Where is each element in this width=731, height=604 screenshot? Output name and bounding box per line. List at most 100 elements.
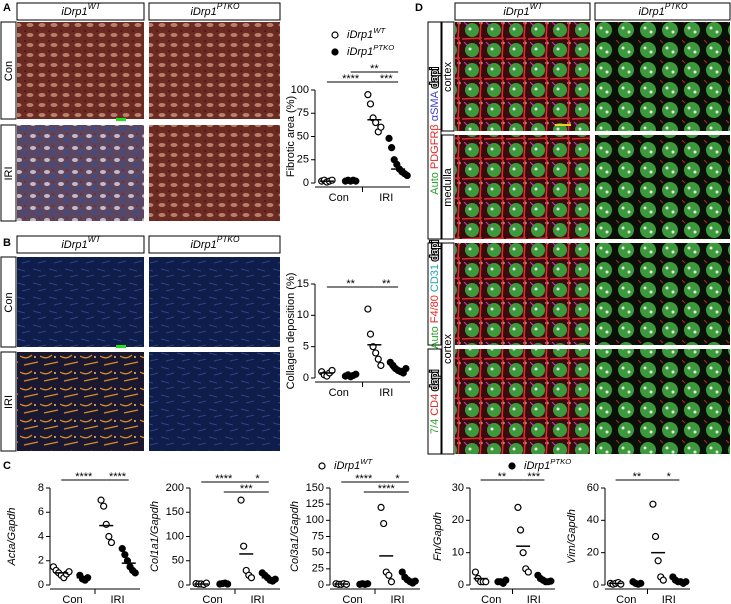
legend-label: iDrp1WT (334, 457, 374, 472)
data-point (97, 496, 105, 504)
column-header-sup: WT (530, 1, 544, 11)
y-tick-label: 4 (38, 530, 44, 542)
data-point (651, 532, 660, 541)
data-point (237, 496, 245, 504)
row-label-box (0, 256, 17, 348)
significance-label: ** (633, 471, 642, 483)
y-tick-label: 50 (312, 547, 324, 559)
micrograph (455, 135, 590, 239)
column-header-sup: PTKO (665, 1, 688, 11)
x-tick-label: IRI (662, 594, 676, 604)
column-header-base: iDrp1 (61, 239, 87, 251)
region-label-box (441, 242, 455, 455)
micrograph (149, 257, 280, 347)
significance-label: ** (370, 63, 379, 75)
significance-label: * (395, 473, 400, 485)
x-tick-label: Con (329, 387, 349, 399)
data-point (247, 574, 256, 582)
data-point (372, 349, 380, 357)
micrograph (455, 22, 590, 131)
region-label-box (441, 21, 455, 132)
y-tick-label: 5 (303, 341, 309, 353)
x-tick-label: IRI (379, 387, 393, 399)
data-point (516, 526, 525, 534)
panel-label: A (3, 2, 11, 14)
column-header-sup: WT (88, 234, 102, 244)
data-point (366, 100, 375, 108)
data-point (385, 571, 393, 579)
y-axis-label: Col1a1/Gapdh (149, 501, 161, 572)
micrograph (17, 257, 144, 347)
x-tick-label: IRI (379, 192, 393, 204)
y-tick-label: 75 (312, 530, 324, 542)
row-label: Con (3, 292, 15, 312)
y-tick-label: 25 (312, 563, 324, 575)
y-tick-label: 100 (166, 530, 184, 542)
column-header-box (16, 2, 145, 21)
data-point (524, 568, 532, 576)
stain-name: CD4 (429, 394, 441, 416)
data-point (514, 503, 522, 511)
scale-bar (116, 118, 126, 121)
stain-name: dapi (429, 240, 441, 261)
stain-name: Auto (429, 172, 441, 195)
significance-label: **** (355, 473, 373, 485)
micrograph (595, 22, 730, 131)
significance-label: **** (109, 471, 127, 483)
micrograph (17, 125, 144, 221)
micrograph (595, 135, 730, 239)
stain-label: 7/4 CD4 dapi (429, 370, 441, 434)
data-point (682, 578, 690, 586)
data-point (131, 569, 139, 577)
y-axis-label: Vim/Gapdh (566, 509, 578, 564)
column-header-base: iDrp1 (638, 6, 664, 18)
row-label-box (0, 21, 17, 120)
column-header: iDrp1PTKO (190, 234, 240, 251)
y-tick-label: 15 (297, 278, 309, 290)
data-point (377, 503, 385, 511)
significance-label: * (667, 471, 672, 483)
row-label-box (0, 351, 17, 452)
legend-label-base: iDrp1 (524, 460, 550, 472)
column-header-box (16, 235, 145, 254)
data-point (121, 551, 129, 559)
column-header: iDrp1PTKO (190, 1, 240, 18)
significance-label: ** (346, 278, 355, 290)
micrograph (455, 243, 590, 345)
x-tick-label: Con (616, 594, 636, 604)
y-tick-label: 0 (303, 177, 309, 189)
y-tick-label: 30 (452, 482, 464, 494)
stain-name: dapi (429, 67, 441, 88)
y-axis-label: Fn/Gapdh (432, 512, 444, 561)
stain-name: PDGFRβ (429, 124, 441, 169)
y-tick-label: 20 (452, 514, 464, 526)
data-point (366, 330, 375, 338)
micrograph (149, 22, 280, 119)
y-tick-label: 20 (587, 547, 599, 559)
significance-label: **** (75, 471, 93, 483)
data-point (100, 502, 108, 510)
y-tick-label: 8 (38, 482, 44, 494)
x-tick-label: IRI (110, 594, 124, 604)
stain-name: F4/80 (429, 295, 441, 323)
legend-label: iDrp1PTKO (347, 43, 394, 58)
y-tick-label: 100 (291, 84, 309, 96)
data-point (377, 361, 385, 370)
legend-label-base: iDrp1 (334, 460, 360, 472)
stain-name: 7/4 (429, 419, 441, 434)
panel-label: D (415, 2, 423, 14)
data-point (519, 549, 527, 557)
x-tick-label: Con (342, 594, 362, 604)
legend-label-sup: PTKO (373, 43, 394, 52)
legend-label-base: iDrp1 (347, 46, 373, 58)
y-tick-label: 2 (38, 555, 44, 567)
y-axis-label: Collagen deposition (%) (285, 273, 297, 390)
x-tick-label: IRI (250, 594, 264, 604)
data-point (374, 355, 382, 363)
data-point (377, 123, 385, 131)
stain-name: Auto (429, 326, 441, 349)
x-tick-label: Con (329, 192, 349, 204)
data-point (328, 176, 336, 184)
significance-label: ** (498, 471, 507, 483)
legend-label-sup: WT (360, 457, 373, 466)
